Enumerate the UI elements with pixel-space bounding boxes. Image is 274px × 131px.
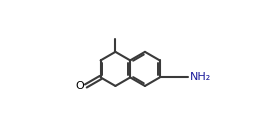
Text: O: O bbox=[75, 81, 84, 91]
Text: NH₂: NH₂ bbox=[190, 72, 211, 82]
